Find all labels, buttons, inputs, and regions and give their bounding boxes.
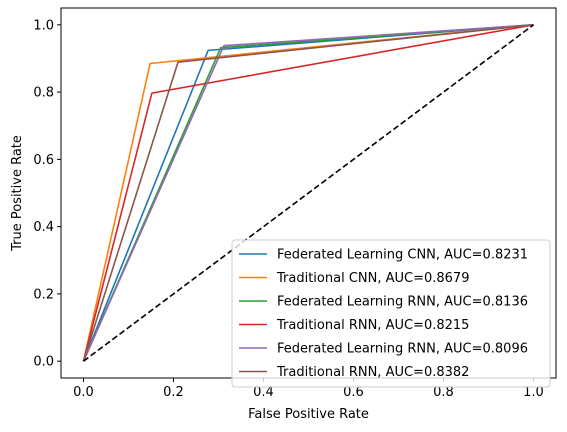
legend-entry-label: Traditional RNN, AUC=0.8382 xyxy=(276,365,469,380)
y-tick-label: 0.0 xyxy=(33,355,54,370)
y-tick-label: 1.0 xyxy=(33,18,54,33)
plot-lines xyxy=(82,24,534,362)
series-line-4 xyxy=(82,24,534,362)
series-line-5 xyxy=(82,24,534,362)
x-axis-label: False Positive Rate xyxy=(248,407,369,422)
x-tick-label: 0.4 xyxy=(253,385,274,400)
legend: Federated Learning CNN, AUC=0.8231 Tradit… xyxy=(231,239,551,388)
y-tick-label: 0.6 xyxy=(33,153,54,168)
series-line-6 xyxy=(82,24,534,362)
legend-box xyxy=(231,239,551,388)
y-tick-label: 0.4 xyxy=(33,220,54,235)
legend-entry-label: Traditional RNN, AUC=0.8215 xyxy=(276,318,469,333)
x-axis: 0.0 0.2 0.4 0.6 0.8 1.0 xyxy=(73,378,544,400)
chance-reference-line xyxy=(83,24,534,362)
legend-entry-label: Federated Learning CNN, AUC=0.8231 xyxy=(277,248,528,263)
y-axis-label: True Positive Rate xyxy=(10,135,25,252)
x-tick-label: 0.8 xyxy=(433,385,454,400)
y-tick-label: 0.8 xyxy=(33,86,54,101)
y-tick-label: 0.2 xyxy=(33,287,54,302)
legend-entry-label: Federated Learning RNN, AUC=0.8096 xyxy=(277,342,528,357)
x-tick-label: 0.6 xyxy=(343,385,364,400)
legend-entry-label: Traditional CNN, AUC=0.8679 xyxy=(276,271,469,286)
x-tick-label: 0.0 xyxy=(73,385,94,400)
x-tick-label: 0.2 xyxy=(163,385,184,400)
y-axis: 0.0 0.2 0.4 0.6 0.8 1.0 xyxy=(33,18,61,370)
legend-entry-label: Federated Learning RNN, AUC=0.8136 xyxy=(277,295,528,310)
x-tick-label: 1.0 xyxy=(523,385,544,400)
